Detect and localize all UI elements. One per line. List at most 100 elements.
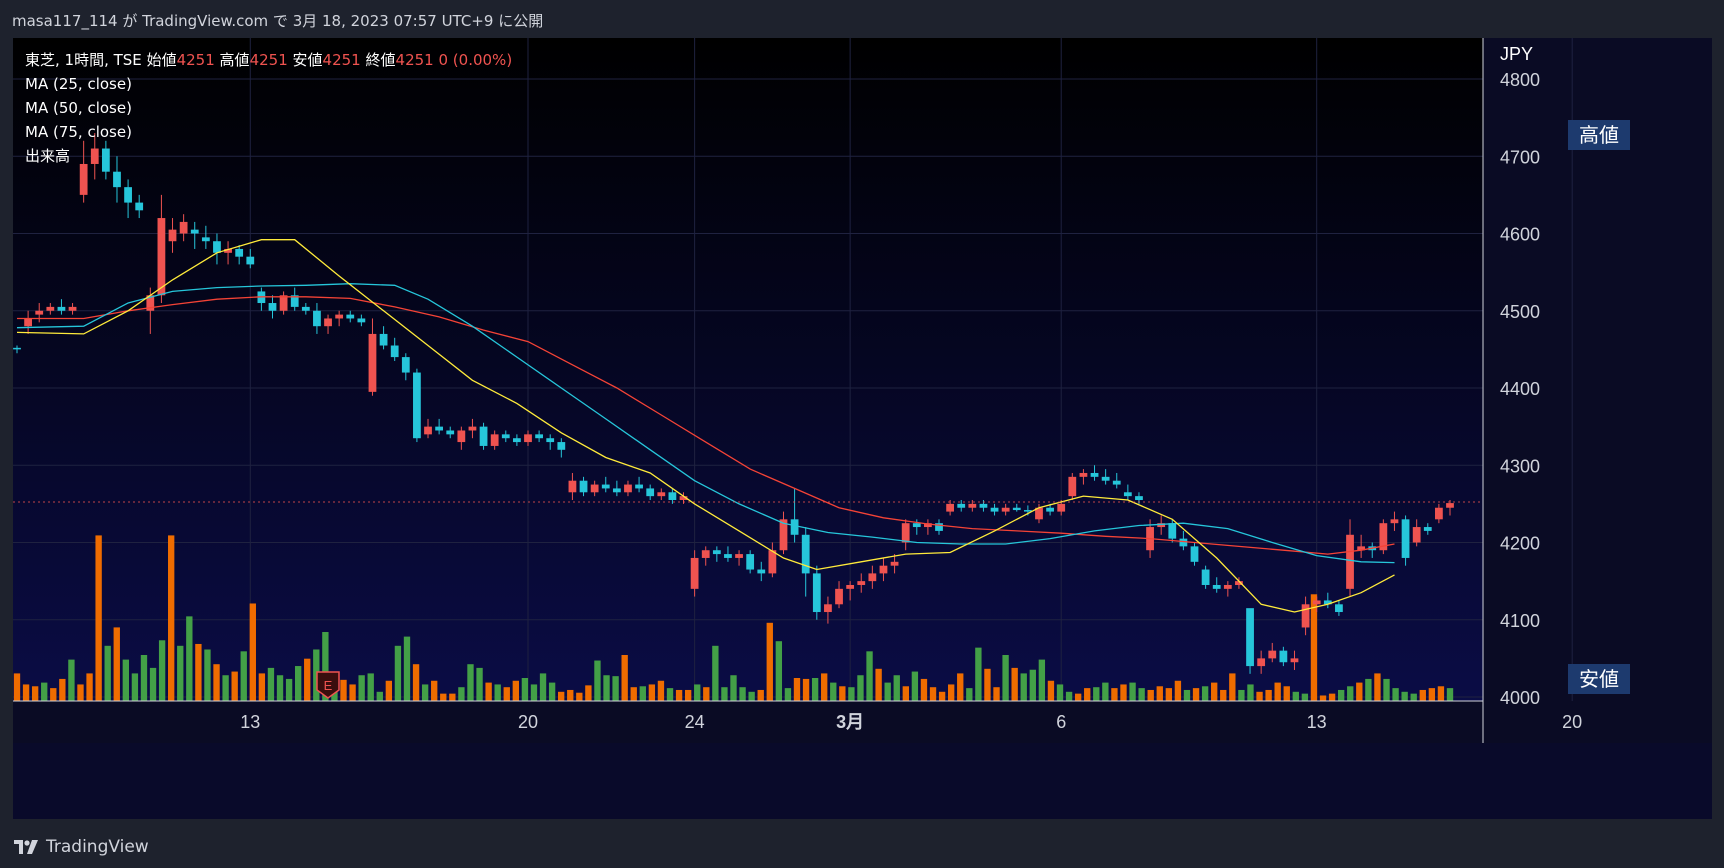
- earnings-marker[interactable]: E: [316, 671, 340, 699]
- volume-bar: [1147, 689, 1154, 701]
- volume-bar: [449, 693, 456, 701]
- candle-body: [35, 310, 44, 315]
- candle-body: [1001, 507, 1010, 512]
- candle-body: [957, 503, 966, 508]
- candle-body: [879, 565, 888, 574]
- candle-body: [801, 534, 810, 574]
- time-tick-label: 6: [1056, 712, 1066, 732]
- candle-body: [1323, 600, 1332, 605]
- price-tick-label: 4600: [1500, 225, 1540, 245]
- candle-body: [1179, 538, 1188, 547]
- ma75-line: [17, 296, 1395, 555]
- volume-bar: [195, 643, 202, 701]
- time-axis-background: [13, 701, 1483, 743]
- high-badge: 高値: [1568, 120, 1630, 150]
- volume-bar: [59, 678, 66, 701]
- volume-bar: [1038, 659, 1046, 701]
- volume-bar: [158, 640, 166, 701]
- legend-ma50[interactable]: MA (50, close): [25, 99, 132, 117]
- candle-body: [435, 426, 444, 431]
- volume-bar: [621, 655, 628, 701]
- volume-bar: [775, 641, 783, 701]
- legend-ma25[interactable]: MA (25, close): [25, 75, 132, 93]
- candle-body: [1435, 507, 1443, 520]
- price-tick-label: 4800: [1500, 70, 1540, 90]
- volume-bar: [539, 673, 547, 701]
- legend-volume[interactable]: 出来高: [25, 147, 71, 165]
- volume-bar: [947, 684, 955, 701]
- candle-body: [46, 306, 55, 311]
- legend-ma75[interactable]: MA (75, close): [25, 123, 132, 141]
- volume-bar: [13, 673, 21, 701]
- volume-bar: [666, 688, 674, 701]
- price-tick-label: 4000: [1500, 688, 1540, 708]
- candle-body: [1301, 604, 1310, 628]
- volume-bar: [1428, 688, 1436, 701]
- volume-bar: [294, 666, 302, 701]
- volume-bar: [1365, 678, 1372, 701]
- volume-bar: [1120, 684, 1127, 701]
- volume-bar: [675, 689, 683, 701]
- candle-body: [1390, 519, 1399, 524]
- candle-body: [190, 229, 199, 234]
- legend-low-value: 4251: [322, 51, 361, 69]
- volume-bar: [1247, 684, 1254, 701]
- publish-bar: masa117_114 が TradingView.com で 3月 18, 2…: [0, 0, 1724, 38]
- volume-bar: [684, 689, 692, 701]
- chart-legend: 東芝, 1時間, TSE 始値4251 高値4251 安値4251 終値4251…: [25, 48, 512, 168]
- legend-high-label: 高値: [219, 51, 250, 69]
- volume-bar: [703, 687, 710, 701]
- candle-body: [824, 604, 832, 613]
- time-axis-ticks: 13 20 24 3月 6 13 20: [240, 712, 1582, 732]
- volume-bar: [113, 627, 120, 701]
- candle-body: [524, 434, 532, 443]
- candle-body: [535, 434, 543, 439]
- chart-area[interactable]: 4000 4100 4200 4300 4400 4500 4600 4700 4800 13 2…: [13, 38, 1712, 819]
- candle-body: [868, 573, 877, 582]
- candle-body: [1212, 584, 1221, 589]
- low-badge: 安値: [1568, 664, 1630, 694]
- candle-body: [424, 426, 432, 435]
- volume-bar: [1283, 686, 1290, 701]
- candle-body: [379, 333, 388, 346]
- moving-averages: [16, 239, 1395, 613]
- price-chart[interactable]: 4000 4100 4200 4300 4400 4500 4600 4700 4800 13 2…: [13, 38, 1712, 819]
- candle-body: [68, 306, 77, 311]
- volume-bar: [1084, 688, 1091, 701]
- volume-bar: [168, 535, 175, 701]
- legend-change: 0 (0.00%): [438, 51, 513, 69]
- candle-body: [979, 503, 988, 508]
- legend-high-value: 4251: [249, 51, 288, 69]
- volume-bar: [1183, 689, 1191, 701]
- volume-bar: [240, 651, 247, 701]
- volume-bar: [1111, 688, 1118, 701]
- candle-body: [946, 503, 955, 512]
- volume-bar: [920, 678, 928, 701]
- legend-low-label: 安値: [292, 51, 323, 69]
- volume-bar: [766, 622, 773, 701]
- candle-body: [335, 314, 344, 319]
- candle-body: [790, 519, 799, 535]
- volume-bar: [431, 680, 438, 701]
- volume-bar: [521, 678, 529, 701]
- volume-bar: [467, 664, 474, 701]
- candle-body: [1112, 480, 1121, 485]
- candle-body: [612, 488, 621, 493]
- volume-bar: [721, 687, 728, 701]
- candle-body: [124, 187, 132, 203]
- volume-bar: [1392, 688, 1399, 701]
- candle-body: [601, 484, 610, 489]
- volume-bar: [86, 673, 93, 701]
- time-tick-label: 20: [518, 712, 538, 732]
- volume-bar: [694, 684, 701, 701]
- volume-bar: [929, 687, 937, 701]
- volume-bar: [285, 678, 293, 701]
- volume-bar: [1419, 689, 1426, 701]
- candle-body: [213, 241, 221, 253]
- volume-bar: [476, 667, 483, 701]
- candle-body: [1068, 476, 1077, 497]
- price-tick-label: 4300: [1500, 456, 1540, 476]
- volume-bar: [1356, 682, 1363, 701]
- candle-body: [890, 561, 899, 566]
- price-tick-label: 4500: [1500, 302, 1540, 322]
